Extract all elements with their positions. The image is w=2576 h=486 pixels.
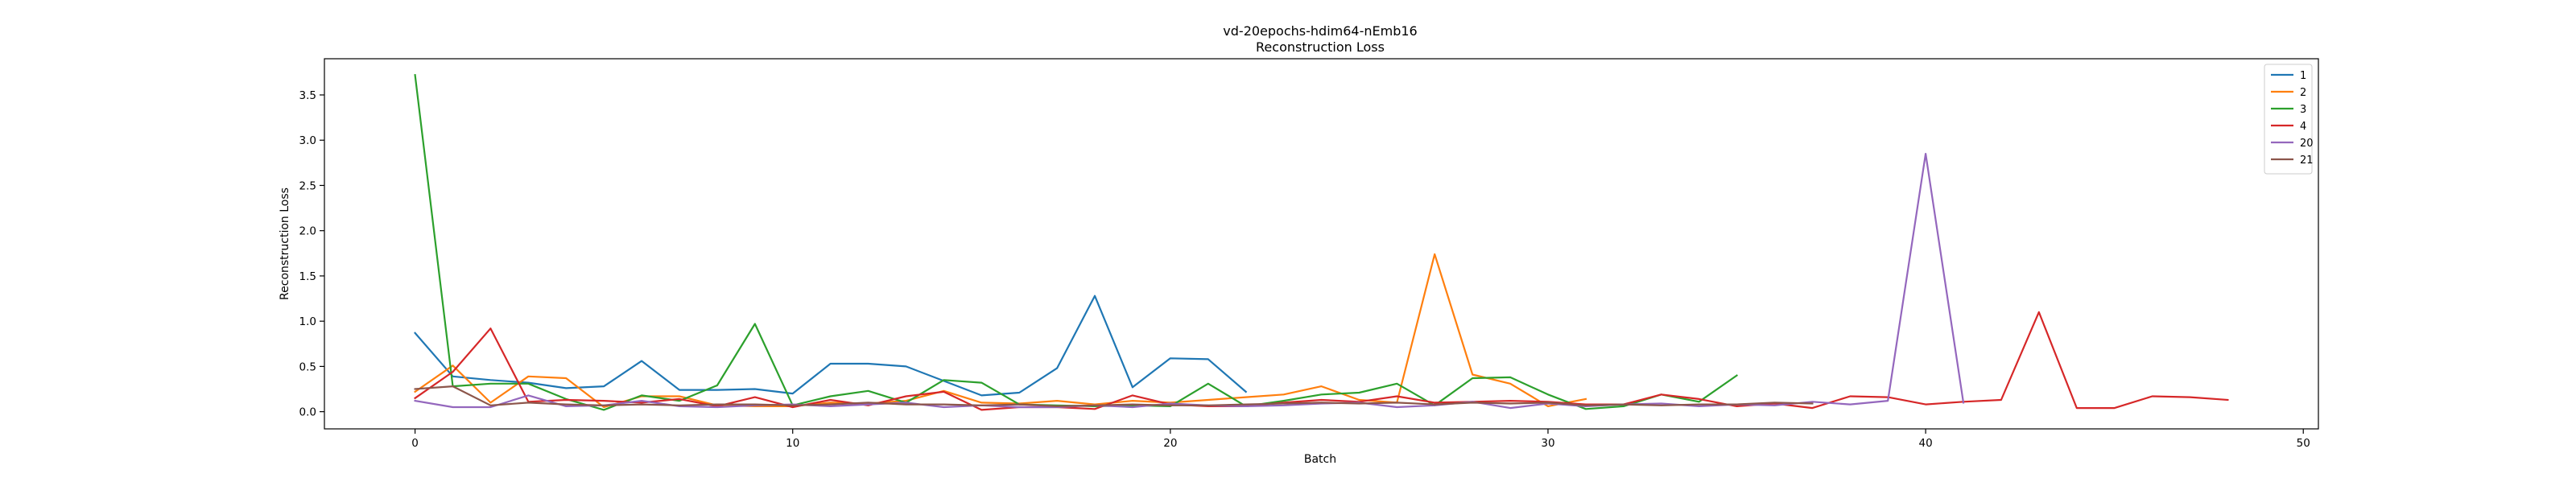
y-tick-label-2.5: 2.5: [299, 179, 316, 192]
y-tick-label-3: 3.0: [299, 134, 316, 147]
x-tick-label-0: 0: [411, 437, 419, 450]
legend-label-20: 20: [2300, 138, 2314, 150]
y-tick-label-1: 1.0: [299, 315, 316, 328]
axes: 0 10 20 30 40 50 0.0 0.5 1.0 1.5 2.0 2.5 3.0 3.5: [299, 58, 2319, 450]
legend-label-2: 2: [2300, 87, 2306, 99]
chart-title: vd-20epochs-hdim64-nEmb16: [1223, 23, 1417, 39]
x-tick-label-30: 30: [1541, 437, 1554, 450]
legend-label-21: 21: [2300, 154, 2314, 167]
y-axis-label: Reconstruction Loss: [279, 187, 291, 300]
series-line-1: [414, 294, 1248, 397]
legend-label-4: 4: [2300, 121, 2306, 133]
y-tick-label-2: 2.0: [299, 225, 316, 238]
y-tick-label-0.5: 0.5: [299, 360, 316, 373]
x-tick-label-40: 40: [1919, 437, 1933, 450]
y-tick-label-1.5: 1.5: [299, 270, 316, 283]
legend: 1 2 3 4 20 21: [2264, 64, 2314, 175]
plot-area: [414, 73, 2229, 411]
x-axis-label: Batch: [1304, 453, 1336, 466]
x-tick-label-50: 50: [2297, 437, 2310, 450]
series-line-21: [414, 385, 1814, 407]
x-tick-label-10: 10: [786, 437, 799, 450]
chart-subtitle: Reconstruction Loss: [1256, 39, 1385, 55]
y-tick-label-0: 0.0: [299, 406, 316, 419]
x-tick-label-20: 20: [1163, 437, 1177, 450]
legend-label-1: 1: [2300, 70, 2306, 82]
axes-frame: [324, 58, 2319, 430]
y-tick-label-3.5: 3.5: [299, 89, 316, 102]
legend-label-3: 3: [2300, 104, 2306, 116]
